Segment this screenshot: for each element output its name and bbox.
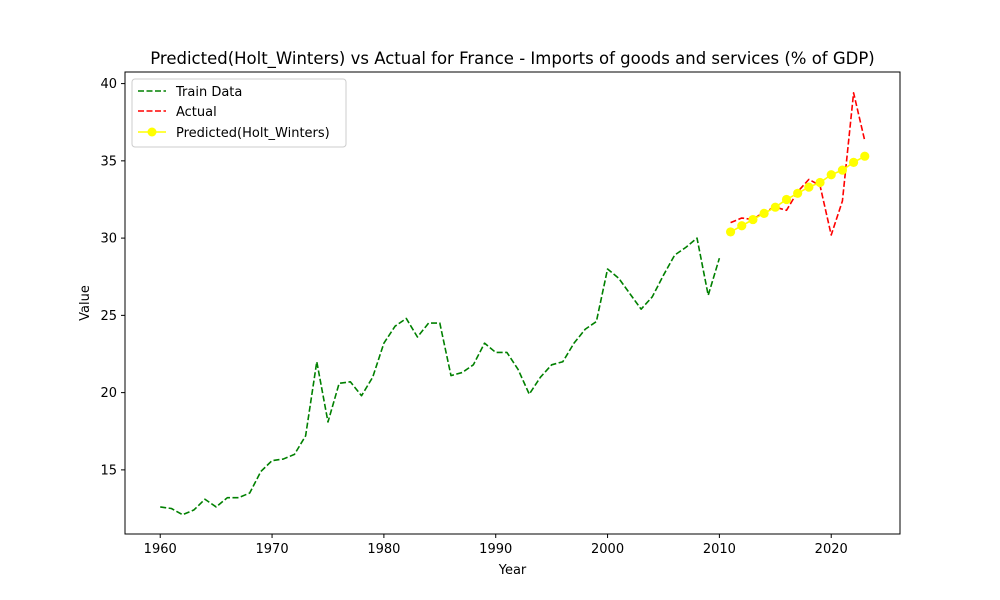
y-axis: 15 20 25 30 35 40 [100, 77, 125, 478]
legend-label-train: Train Data [175, 85, 242, 100]
y-tick-label: 30 [100, 232, 117, 247]
legend-label-predicted: Predicted(Holt_Winters) [176, 126, 330, 141]
data-point-predicted-holt-winters [759, 208, 769, 218]
x-tick-label: 2000 [591, 542, 624, 557]
x-tick-label: 1960 [144, 542, 177, 557]
x-tick-label: 1970 [256, 542, 289, 557]
data-point-predicted-holt-winters [725, 227, 736, 237]
y-tick-label: 15 [100, 463, 117, 478]
data-point-predicted-holt-winters [748, 214, 758, 225]
plot-area [125, 72, 900, 534]
data-point-predicted-holt-winters [770, 202, 780, 212]
legend-frame [131, 78, 347, 148]
x-axis: 1960 1970 1980 1990 2000 2010 2020 [144, 534, 848, 557]
data-point-predicted-holt-winters [781, 194, 792, 205]
plot-background [125, 72, 900, 534]
x-tick-label: 2010 [703, 542, 736, 557]
x-tick-label: 2020 [815, 542, 848, 557]
series-layer [160, 92, 870, 516]
y-tick-label: 40 [100, 77, 117, 92]
data-point-predicted-holt-winters [860, 151, 870, 161]
legend: Train Data Actual Predicted(Holt_Winters… [131, 78, 347, 148]
data-point-predicted-holt-winters [737, 221, 747, 231]
y-tick-label: 35 [100, 154, 117, 169]
chart-title: Predicted(Holt_Winters) vs Actual for Fr… [150, 49, 875, 69]
series-line-train-data [160, 237, 721, 516]
y-tick-label: 20 [100, 386, 117, 401]
x-tick-label: 1990 [479, 542, 512, 557]
data-point-predicted-holt-winters [804, 182, 814, 192]
plot-frame [124, 71, 901, 535]
y-tick-label: 25 [100, 309, 117, 324]
data-point-predicted-holt-winters [826, 170, 836, 180]
data-point-predicted-holt-winters [848, 157, 859, 167]
data-point-predicted-holt-winters [837, 165, 848, 175]
x-axis-label: Year [498, 563, 527, 578]
data-point-predicted-holt-winters [793, 188, 803, 198]
y-axis-label: Value [78, 285, 93, 321]
legend-label-actual: Actual [176, 105, 217, 120]
legend-marker-predicted [147, 127, 157, 137]
x-tick-label: 1980 [367, 542, 400, 557]
data-point-predicted-holt-winters [815, 177, 825, 188]
